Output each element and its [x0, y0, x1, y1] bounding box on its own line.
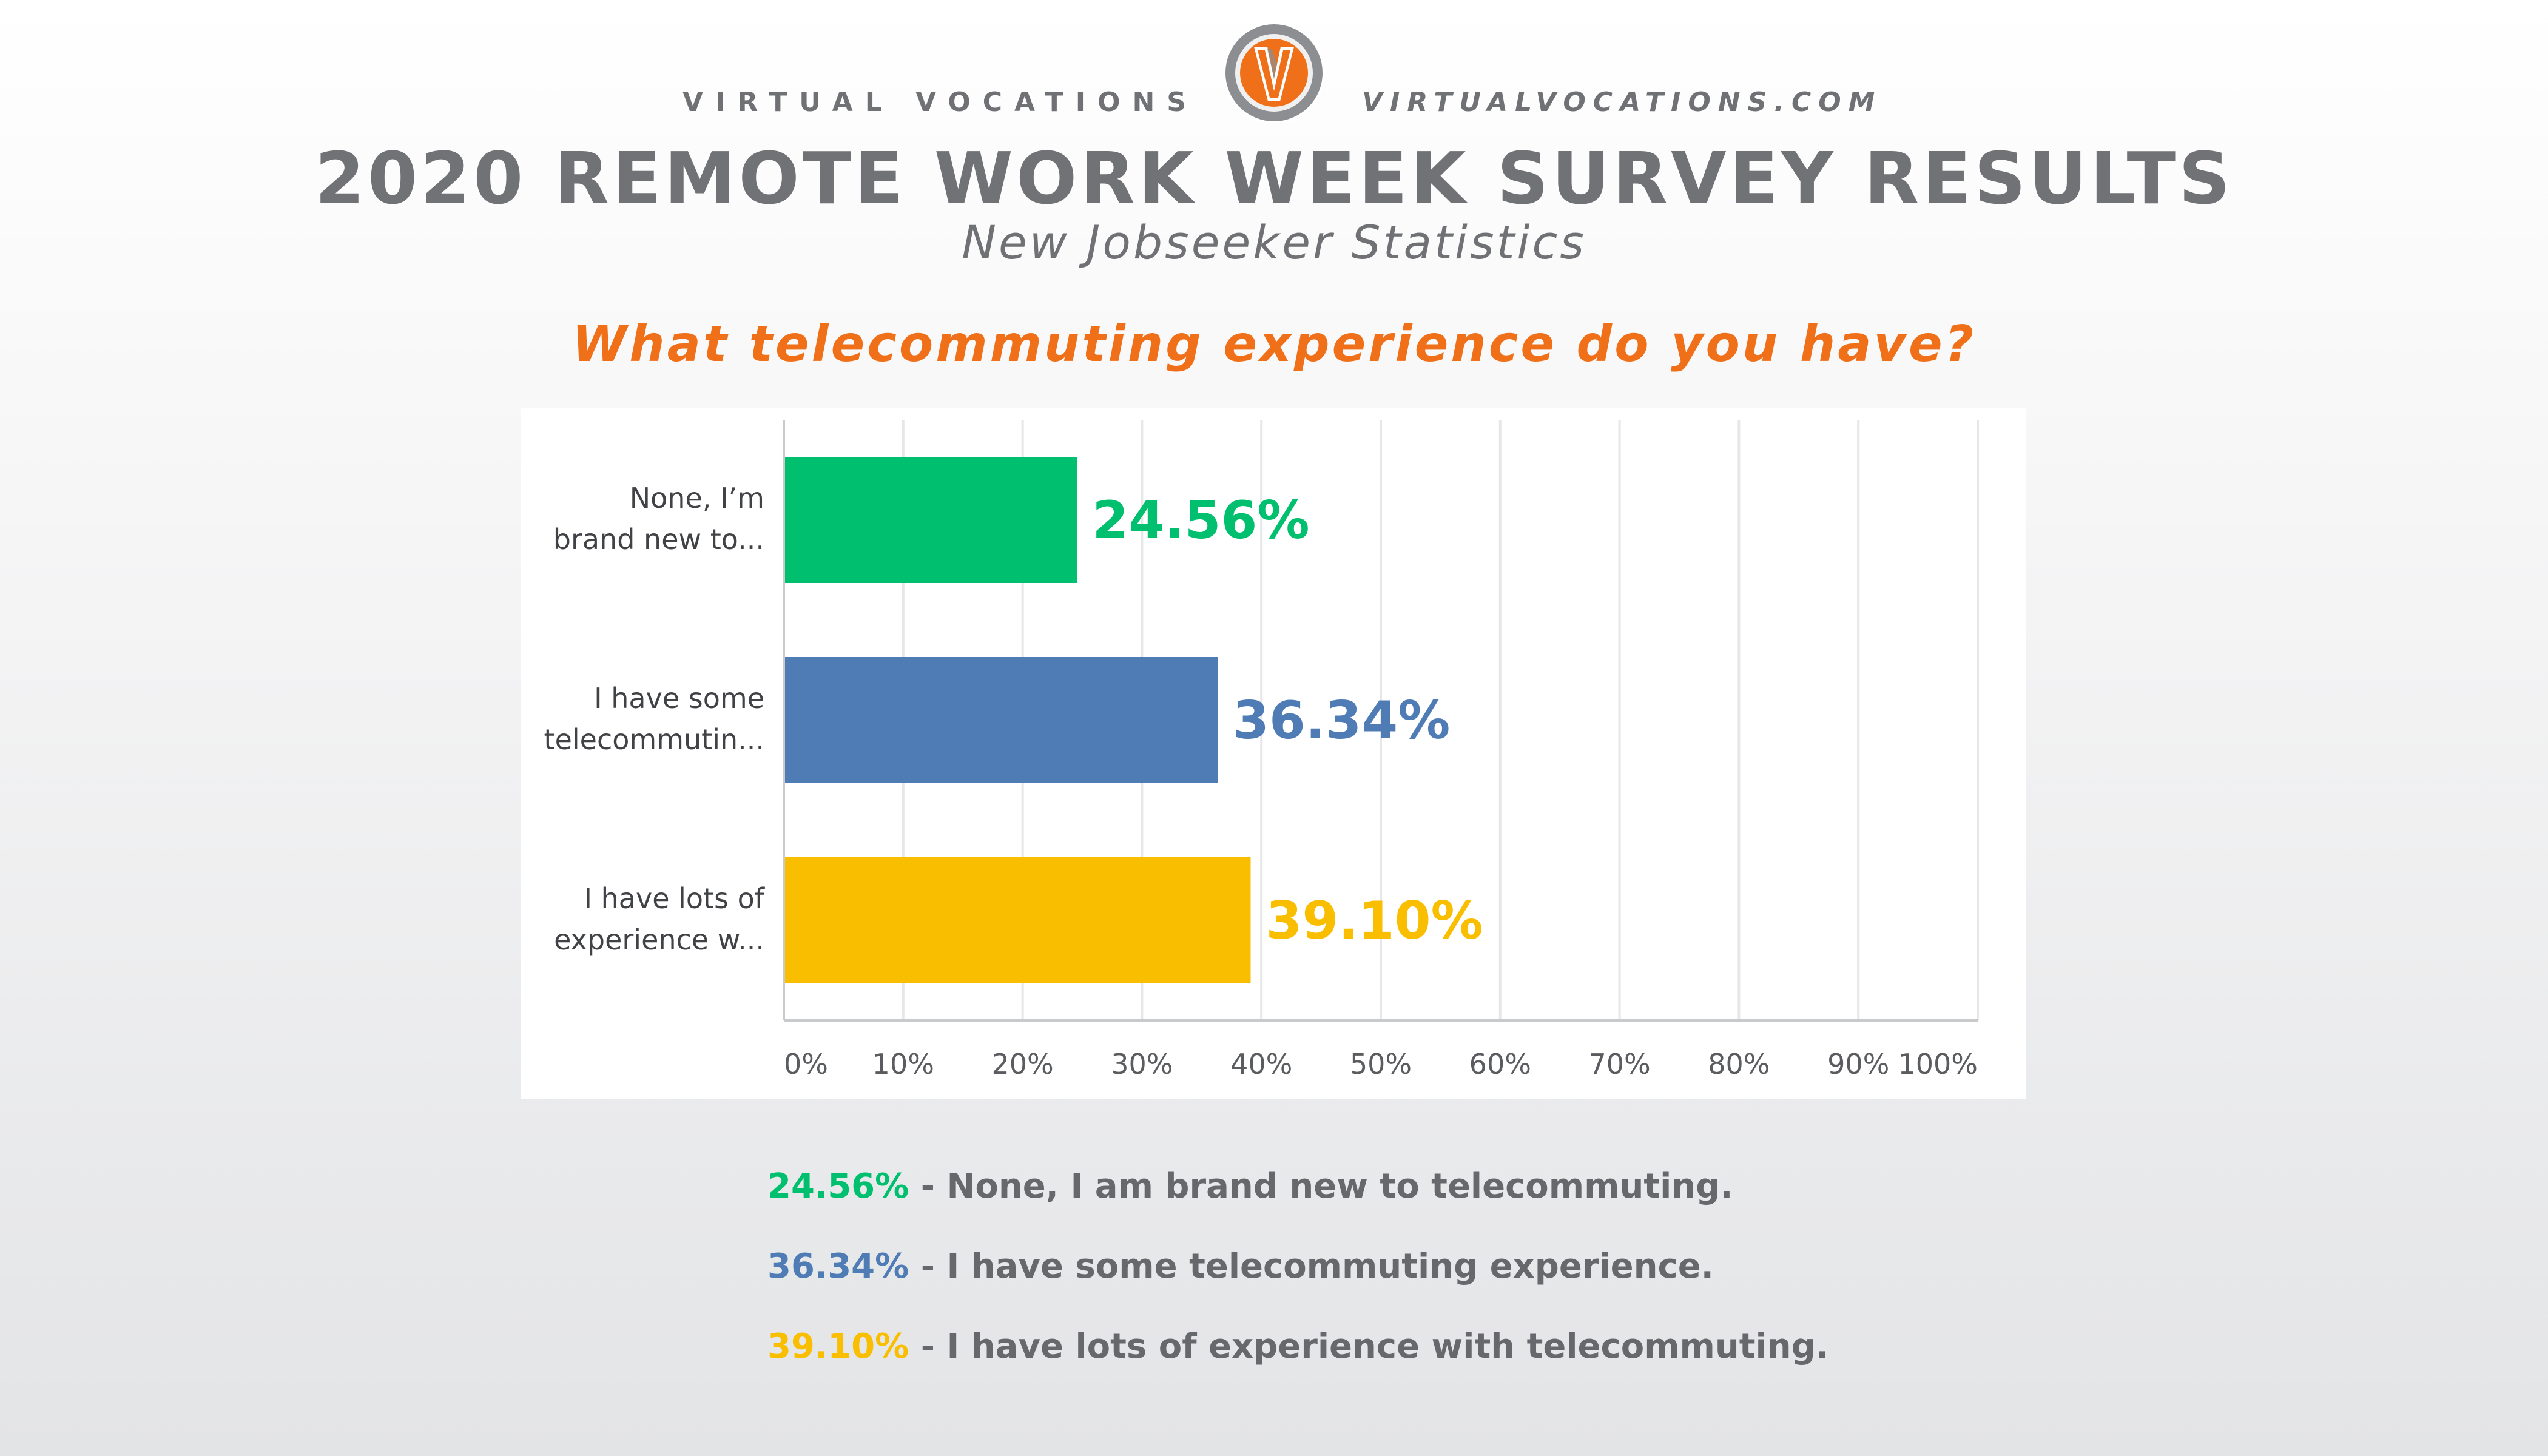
category-label: experience w...: [554, 923, 764, 956]
x-tick-label: 0%: [784, 1048, 828, 1080]
x-tick-label: 30%: [1111, 1048, 1173, 1080]
data-label: 36.34%: [1233, 690, 1450, 751]
bar-chart: 0% 10% 20% 30% 40% 50% 60% 70% 80% 90% 100% 24.56% N…: [544, 420, 1979, 1080]
x-tick-label: 40%: [1230, 1048, 1292, 1080]
brand-name: VIRTUAL VOCATIONS: [682, 87, 1198, 118]
bar: [785, 457, 1077, 583]
summary-line-none: 24.56% - None, I am brand new to telecom…: [767, 1162, 1828, 1242]
category-label: None, I’m: [630, 482, 764, 514]
category-label: I have some: [594, 682, 764, 715]
bar: [785, 857, 1251, 983]
chart-panel: 0% 10% 20% 30% 40% 50% 60% 70% 80% 90% 100% 24.56% N…: [521, 408, 2026, 1099]
summary-text: - None, I am brand new to telecommuting.: [909, 1167, 1733, 1206]
category-label: I have lots of: [584, 882, 765, 915]
bar: [785, 657, 1218, 783]
page-title: 2020 REMOTE WORK WEEK SURVEY RESULTS: [314, 136, 2234, 220]
brand-header: VIRTUAL VOCATIONS VIRTUALVOCATIONS.COM: [0, 15, 2548, 136]
x-tick-label: 10%: [872, 1048, 934, 1080]
x-tick-label: 50%: [1350, 1048, 1412, 1080]
summary-value: 24.56%: [767, 1167, 909, 1206]
x-tick-label: 90%: [1827, 1048, 1889, 1080]
data-label: 39.10%: [1266, 891, 1483, 951]
summary-list: 24.56% - None, I am brand new to telecom…: [767, 1162, 1828, 1402]
x-tick-label: 100%: [1898, 1048, 1978, 1080]
survey-question: What telecommuting experience do you hav…: [571, 315, 1977, 373]
category-label: brand new to...: [553, 523, 764, 556]
summary-text: - I have some telecommuting experience.: [909, 1247, 1714, 1286]
virtual-vocations-v-logo-icon: [1222, 15, 1326, 136]
brand-url: VIRTUALVOCATIONS.COM: [1362, 87, 1882, 118]
category-label: telecommutin...: [544, 723, 764, 756]
x-tick-label: 60%: [1469, 1048, 1531, 1080]
summary-line-some: 36.34% - I have some telecommuting exper…: [767, 1242, 1828, 1322]
summary-line-lots: 39.10% - I have lots of experience with …: [767, 1322, 1828, 1402]
data-label: 24.56%: [1092, 490, 1309, 551]
summary-text: - I have lots of experience with telecom…: [909, 1327, 1828, 1366]
x-tick-label: 70%: [1588, 1048, 1650, 1080]
summary-value: 36.34%: [767, 1247, 909, 1286]
page-subtitle: New Jobseeker Statistics: [962, 215, 1586, 269]
x-tick-label: 80%: [1708, 1048, 1770, 1080]
x-tick-label: 20%: [991, 1048, 1053, 1080]
summary-value: 39.10%: [767, 1327, 909, 1366]
